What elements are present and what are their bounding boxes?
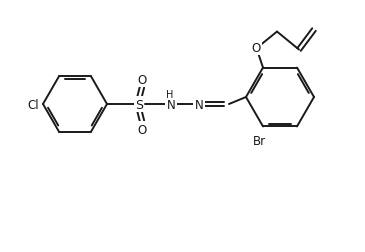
Text: S: S [135, 98, 143, 111]
Text: O: O [251, 42, 261, 55]
Text: N: N [167, 98, 175, 111]
Text: Cl: Cl [27, 98, 39, 111]
Text: Br: Br [253, 135, 266, 148]
Text: H: H [166, 90, 174, 100]
Text: O: O [137, 73, 147, 86]
Text: O: O [137, 123, 147, 136]
Text: N: N [195, 98, 203, 111]
